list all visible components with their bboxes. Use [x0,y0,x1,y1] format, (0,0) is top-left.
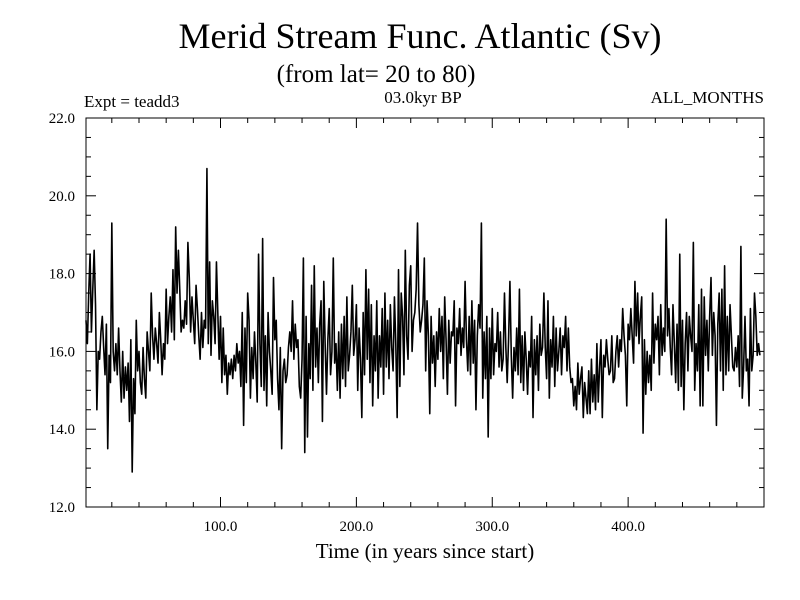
annotation-center: 03.0kyr BP [384,88,461,107]
x-axis-label: Time (in years since start) [316,539,535,563]
x-tick-label: 300.0 [475,519,509,535]
y-tick-label: 18.0 [49,267,75,283]
data-series-line [85,167,761,473]
y-tick-label: 22.0 [49,111,75,127]
x-tick-label: 200.0 [340,519,374,535]
chart-title: Merid Stream Func. Atlantic (Sv) [179,16,662,56]
annotation-left: Expt = teadd3 [84,92,180,111]
y-tick-label: 20.0 [49,189,75,205]
x-tick-label: 400.0 [611,519,645,535]
annotation-right: ALL_MONTHS [651,88,764,107]
x-ticks [111,118,738,507]
chart-subtitle: (from lat= 20 to 80) [277,61,476,88]
x-tick-labels: 100.0 200.0 300.0 400.0 [204,519,645,535]
y-tick-label: 14.0 [49,422,75,438]
y-tick-labels: 12.0 14.0 16.0 18.0 20.0 22.0 [49,111,75,516]
x-tick-label: 100.0 [204,519,238,535]
y-tick-label: 12.0 [49,500,75,516]
y-tick-label: 16.0 [49,344,75,360]
